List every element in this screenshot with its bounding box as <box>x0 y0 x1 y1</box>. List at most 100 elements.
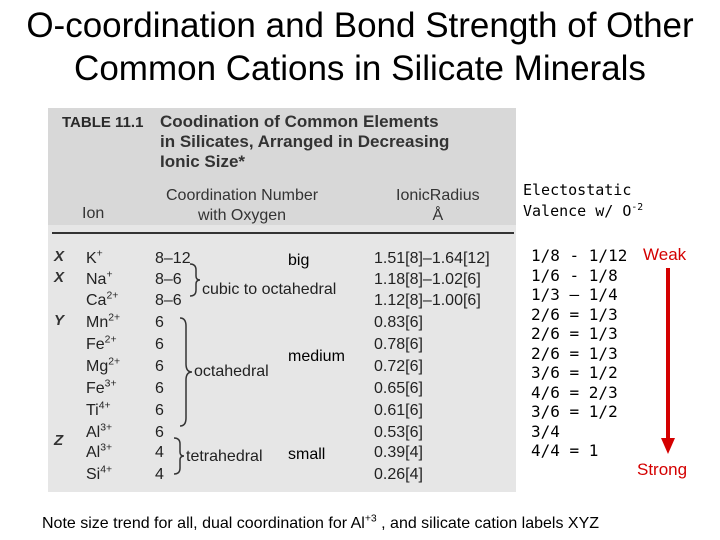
valence-list: 1/8 - 1/12 1/6 - 1/8 1/3 – 1/4 2/6 = 1/3 2/6… <box>531 246 627 461</box>
ionic-radius: 0.39[4] <box>374 444 423 461</box>
ion-charge: 4+ <box>100 464 113 476</box>
class-label-y: Y <box>54 312 65 329</box>
ion-element: Na <box>86 271 107 288</box>
class-label-x1: X <box>54 248 65 265</box>
arrow-head <box>661 438 675 454</box>
ion-element: K <box>86 250 97 267</box>
coordination-number: 8–6 <box>155 271 182 288</box>
ion-symbol: Fe2+ <box>86 334 117 356</box>
ion-element: Fe <box>86 336 105 353</box>
class-label-z: Z <box>54 432 64 449</box>
group-brackets <box>173 263 201 475</box>
col-header-ir: IonicRadius Å <box>396 186 480 226</box>
caption-line-3: Ionic Size* <box>160 152 246 171</box>
table-rule <box>52 232 514 234</box>
coordination-number: 6 <box>155 424 164 441</box>
caption-line-1: Coodination of Common Elements <box>160 112 439 131</box>
page-title: O-coordination and Bond Strength of Othe… <box>0 4 720 90</box>
bracket-cubic <box>189 263 201 297</box>
col-header-ir-line1: IonicRadius <box>396 187 480 204</box>
note-text: Note size trend for all, dual coordinati… <box>42 515 365 532</box>
note-text-end: , and silicate cation labels XYZ <box>376 515 600 532</box>
ion-charge: + <box>106 269 113 281</box>
ion-charge: 2+ <box>106 290 119 302</box>
valence-header-line1: Electostatic <box>523 181 632 199</box>
ion-element: Mg <box>86 358 109 375</box>
ion-element: Mn <box>86 314 109 331</box>
ion-symbol: K+ <box>86 248 103 270</box>
valence-value: 1/8 - 1/12 <box>531 246 628 265</box>
valence-header-sup: -2 <box>631 202 644 213</box>
ion-charge: 2+ <box>108 356 121 368</box>
ion-element: Ti <box>86 402 99 419</box>
table-label: TABLE 11.1 <box>62 114 144 131</box>
coordination-number: 6 <box>155 380 164 397</box>
ion-charge: 2+ <box>108 312 121 324</box>
caption-line-2: in Silicates, Arranged in Decreasing <box>160 132 450 151</box>
coordination-number: 4 <box>155 466 164 483</box>
ion-symbol: Fe3+ <box>86 378 117 400</box>
group-octahedral: octahedral <box>194 363 269 380</box>
coordination-number: 6 <box>155 358 164 375</box>
ion-charge: 3+ <box>104 378 117 390</box>
ion-symbol: Mg2+ <box>86 356 120 378</box>
weak-label: Weak <box>643 245 687 264</box>
title-line-2: Common Cations in Silicate Minerals <box>74 49 646 88</box>
valence-value: 3/4 <box>531 421 560 441</box>
ionic-radius: 1.12[8]–1.00[6] <box>374 292 481 309</box>
col-header-cn-line2: with Oxygen <box>198 207 287 224</box>
ionic-radius: 0.53[6] <box>374 424 423 441</box>
coordination-number: 4 <box>155 444 164 461</box>
valence-value: 1/3 – 1/4 <box>531 285 618 304</box>
bracket-octahedral <box>179 317 193 427</box>
col-header-cn: Coordination Number with Oxygen <box>166 186 318 226</box>
group-tetrahedral: tetrahedral <box>186 448 263 465</box>
ion-element: Si <box>86 466 101 483</box>
coordination-number: 8–12 <box>155 250 191 267</box>
ion-symbol: Ti4+ <box>86 400 111 422</box>
coordination-number: 6 <box>155 314 164 331</box>
class-label-x2: X <box>54 269 65 286</box>
ion-element: Al <box>86 424 101 441</box>
footnote: Note size trend for all, dual coordinati… <box>42 514 600 533</box>
group-cubic: cubic to octahedral <box>202 281 337 298</box>
valence-value: 4/6 = 2/3 <box>531 382 618 402</box>
coordination-number: 6 <box>155 402 164 419</box>
ion-symbol: Mn2+ <box>86 312 120 334</box>
ion-element: Al <box>86 444 101 461</box>
ion-charge: 3+ <box>100 442 113 454</box>
table-header-band <box>48 108 516 225</box>
ionic-radius: 0.78[6] <box>374 336 423 353</box>
ionic-radius: 1.18[8]–1.02[6] <box>374 271 481 288</box>
ionic-radius: 0.61[6] <box>374 402 423 419</box>
valence-value: 4/4 = 1 <box>531 441 599 460</box>
size-label-big: big <box>288 252 310 269</box>
valence-header-line2: Valence w/ O-2 <box>523 201 643 222</box>
coordination-number: 8–6 <box>155 292 182 309</box>
table-image: TABLE 11.1 Coodination of Common Element… <box>48 108 516 492</box>
ion-element: Ca <box>86 292 107 309</box>
ionic-radius: 0.83[6] <box>374 314 423 331</box>
bracket-tetrahedral <box>173 437 185 475</box>
valence-value: 2/6 = 1/3 <box>531 343 618 363</box>
ion-symbol: Si4+ <box>86 464 112 486</box>
ion-symbol: Na+ <box>86 269 113 291</box>
ion-symbol: Al3+ <box>86 422 112 444</box>
valence-value: 2/6 = 1/3 <box>531 304 618 324</box>
col-header-ir-line2: Å <box>432 207 444 224</box>
ionic-radius: 1.51[8]–1.64[12] <box>374 250 490 267</box>
ionic-radius: 0.65[6] <box>374 380 423 397</box>
valence-value: 3/6 = 1/2 <box>531 363 618 382</box>
valence-value: 2/6 = 1/3 <box>531 324 618 343</box>
table-caption: Coodination of Common Elements in Silica… <box>160 112 449 172</box>
ion-charge: 3+ <box>100 422 113 434</box>
title-line-1: O-coordination and Bond Strength of Othe… <box>26 6 694 45</box>
coordination-number: 6 <box>155 336 164 353</box>
ion-charge: + <box>96 248 103 260</box>
ion-symbol: Ca2+ <box>86 290 118 312</box>
ion-element: Fe <box>86 380 105 397</box>
valence-header: Electostatic Valence w/ O-2 <box>523 180 643 222</box>
ionic-radius: 0.26[4] <box>374 466 423 483</box>
strong-label: Strong <box>637 460 688 479</box>
valence-header-text: Valence w/ O <box>523 202 632 220</box>
